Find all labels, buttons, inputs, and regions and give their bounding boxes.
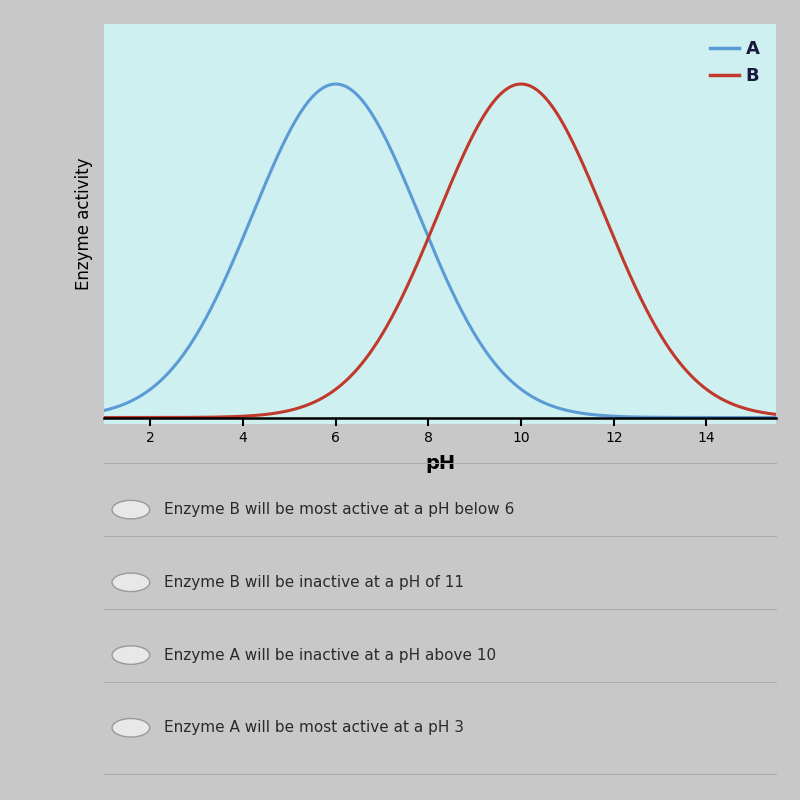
Legend: A, B: A, B — [702, 33, 767, 93]
Circle shape — [112, 500, 150, 519]
Y-axis label: Enzyme activity: Enzyme activity — [75, 158, 93, 290]
Text: Enzyme A will be inactive at a pH above 10: Enzyme A will be inactive at a pH above … — [165, 647, 497, 662]
Circle shape — [112, 573, 150, 591]
Circle shape — [112, 646, 150, 664]
Text: Enzyme A will be most active at a pH 3: Enzyme A will be most active at a pH 3 — [165, 720, 465, 735]
Text: Enzyme B will be most active at a pH below 6: Enzyme B will be most active at a pH bel… — [165, 502, 515, 517]
Text: Enzyme B will be inactive at a pH of 11: Enzyme B will be inactive at a pH of 11 — [165, 575, 465, 590]
Circle shape — [112, 718, 150, 737]
X-axis label: pH: pH — [425, 454, 455, 473]
